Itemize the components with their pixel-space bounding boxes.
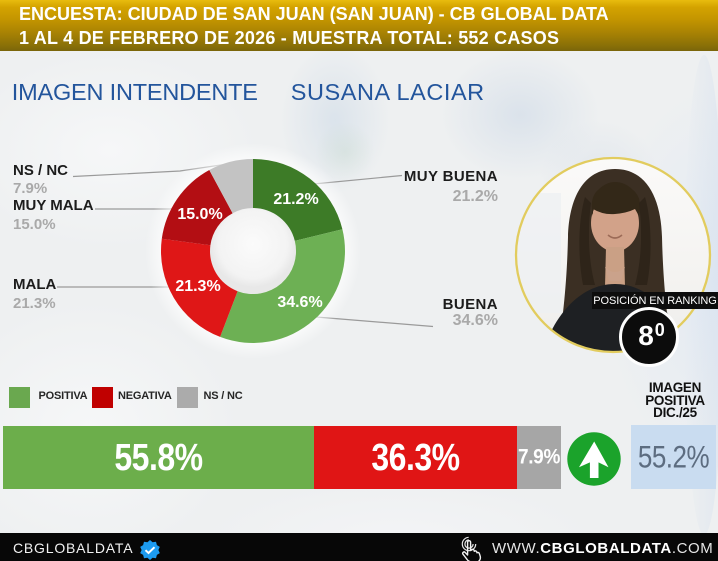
- svg-text:34.6%: 34.6%: [277, 294, 322, 311]
- svg-text:21.3%: 21.3%: [175, 278, 220, 295]
- svg-text:21.2%: 21.2%: [273, 191, 318, 208]
- svg-text:15.0%: 15.0%: [177, 206, 222, 223]
